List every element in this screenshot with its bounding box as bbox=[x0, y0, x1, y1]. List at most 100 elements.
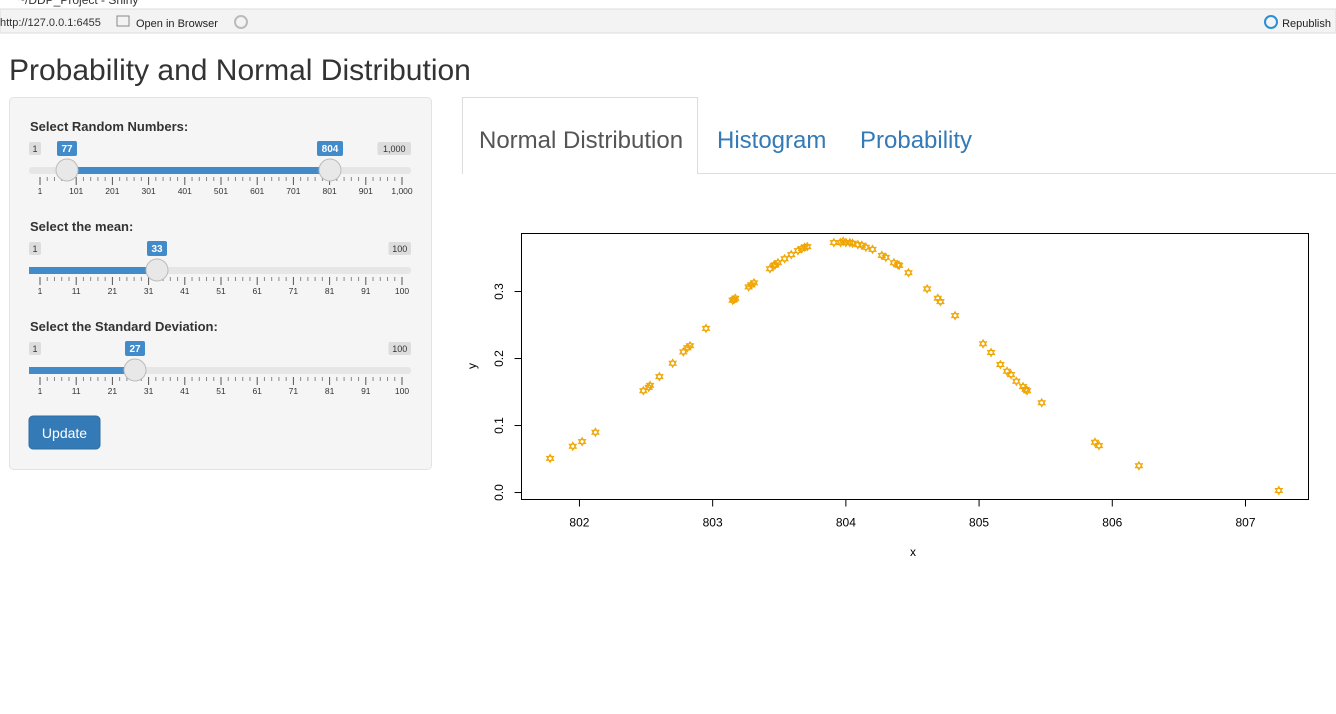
url[interactable]: http://127.0.0.1:6455 bbox=[0, 17, 101, 29]
x-axis-label: x bbox=[910, 545, 916, 559]
slider-tick-label: 21 bbox=[108, 386, 118, 396]
slider-tick-label: 1 bbox=[38, 386, 43, 396]
slider-value: 27 bbox=[129, 344, 141, 355]
slider-min: 1 bbox=[32, 244, 37, 254]
slider-label: Select the mean: bbox=[30, 219, 133, 234]
republish[interactable]: Republish bbox=[1282, 18, 1331, 30]
point bbox=[1006, 369, 1016, 380]
slider-tick-label: 81 bbox=[325, 286, 335, 296]
point bbox=[861, 242, 871, 253]
slider-handle[interactable] bbox=[123, 358, 147, 382]
slider-value-badge bbox=[317, 141, 343, 156]
slider-tick-label: 71 bbox=[289, 286, 299, 296]
slider-value-badge bbox=[57, 141, 77, 156]
slider-tick-label: 301 bbox=[142, 186, 156, 196]
point bbox=[655, 371, 664, 382]
slider-max: 100 bbox=[392, 344, 407, 354]
slider-handle[interactable] bbox=[145, 258, 169, 282]
slider-tick-label: 81 bbox=[325, 386, 335, 396]
slider-tick-label: 31 bbox=[144, 386, 154, 396]
slider-tick-label: 501 bbox=[214, 186, 228, 196]
slider-max: 100 bbox=[392, 244, 407, 254]
point bbox=[950, 310, 960, 321]
slider-max: 1,000 bbox=[383, 144, 406, 154]
point bbox=[1134, 460, 1144, 471]
browser-toolbar bbox=[0, 8, 1336, 34]
slider-tick-label: 61 bbox=[252, 286, 262, 296]
x-tick-label: 807 bbox=[1235, 516, 1255, 530]
y-tick-label: 0.1 bbox=[492, 417, 506, 434]
point bbox=[802, 241, 812, 252]
open-icon bbox=[116, 15, 130, 27]
active-tab[interactable] bbox=[462, 97, 698, 175]
point bbox=[829, 237, 839, 248]
x-tick-label: 802 bbox=[569, 516, 589, 530]
slider-bar bbox=[29, 367, 135, 374]
point bbox=[986, 347, 996, 358]
slider-min: 1 bbox=[32, 144, 37, 154]
update-button[interactable] bbox=[28, 415, 101, 450]
slider-tick-label: 100 bbox=[395, 386, 409, 396]
y-tick-label: 0.3 bbox=[492, 283, 506, 300]
point bbox=[996, 359, 1005, 370]
point bbox=[591, 427, 600, 438]
window-title: ~/DDP_Project - Shiny bbox=[18, 0, 138, 7]
slider-value-badge bbox=[147, 241, 167, 256]
x-tick-label: 804 bbox=[836, 516, 856, 530]
slider-tick-label: 41 bbox=[180, 286, 190, 296]
point bbox=[730, 293, 740, 304]
page-title: Probability and Normal Distribution bbox=[9, 54, 471, 87]
point bbox=[978, 338, 988, 349]
slider-max-badge bbox=[388, 342, 411, 355]
point bbox=[773, 257, 783, 268]
slider-min-badge bbox=[29, 142, 41, 155]
slider-tick-label: 801 bbox=[323, 186, 337, 196]
slider-min-badge bbox=[29, 342, 41, 355]
slider-tick-label: 31 bbox=[144, 286, 154, 296]
slider-tick-label: 100 bbox=[395, 286, 409, 296]
slider-tick-label: 1 bbox=[38, 186, 43, 196]
x-tick-label: 805 bbox=[969, 516, 989, 530]
point bbox=[894, 260, 904, 271]
point bbox=[668, 358, 678, 369]
slider-tick-label: 61 bbox=[252, 386, 262, 396]
slider-tick-label: 91 bbox=[361, 286, 371, 296]
update-button-label[interactable]: Update bbox=[42, 425, 87, 441]
slider-tick-label: 51 bbox=[216, 386, 226, 396]
slider-tick-label: 401 bbox=[178, 186, 192, 196]
slider-handle[interactable] bbox=[55, 158, 79, 182]
slider-min-badge bbox=[29, 242, 41, 255]
slider-value: 77 bbox=[61, 144, 73, 155]
point bbox=[936, 296, 945, 307]
point bbox=[780, 253, 789, 264]
slider-tick-label: 91 bbox=[361, 386, 371, 396]
slider-min: 1 bbox=[32, 344, 37, 354]
slider-tick-label: 1 bbox=[38, 286, 43, 296]
point bbox=[1037, 397, 1047, 408]
slider-tick-label: 71 bbox=[289, 386, 299, 396]
x-tick-label: 803 bbox=[703, 516, 723, 530]
y-tick-label: 0.2 bbox=[492, 350, 506, 367]
slider-tick-label: 41 bbox=[180, 386, 190, 396]
refresh-icon[interactable] bbox=[234, 15, 248, 29]
slider-max-badge bbox=[388, 242, 411, 255]
point bbox=[786, 249, 796, 260]
slider-tick-label: 11 bbox=[72, 286, 81, 296]
slider-tick-label: 1,000 bbox=[391, 186, 413, 196]
slider-handle[interactable] bbox=[318, 158, 342, 182]
tab[interactable]: Probability bbox=[860, 127, 972, 154]
y-tick-label: 0.0 bbox=[492, 484, 506, 501]
slider-bar bbox=[67, 167, 330, 174]
slider-tick-label: 201 bbox=[105, 186, 119, 196]
point bbox=[701, 323, 711, 334]
tab[interactable]: Histogram bbox=[717, 127, 826, 154]
x-tick-label: 806 bbox=[1102, 516, 1122, 530]
slider-label: Select the Standard Deviation: bbox=[30, 319, 218, 334]
open-in-browser[interactable]: Open in Browser bbox=[136, 18, 218, 30]
tab[interactable]: Normal Distribution bbox=[479, 127, 683, 154]
republish-icon bbox=[1264, 15, 1278, 29]
point bbox=[645, 380, 655, 391]
point bbox=[922, 283, 932, 294]
